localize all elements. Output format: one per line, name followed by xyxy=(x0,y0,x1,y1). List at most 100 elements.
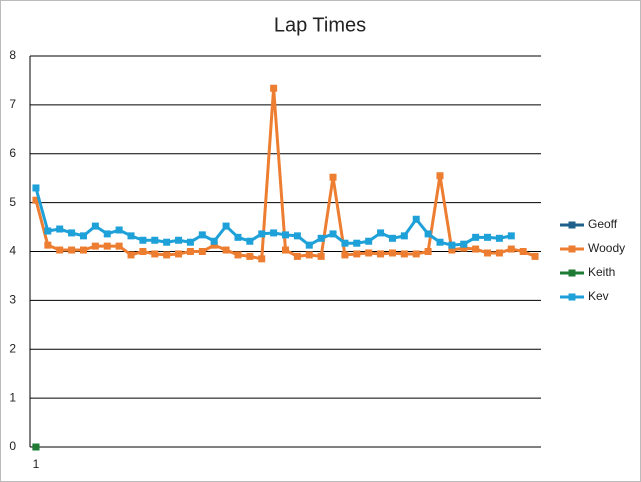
x-tick-label: 1 xyxy=(33,457,40,471)
y-tick-label: 5 xyxy=(9,195,16,209)
data-point xyxy=(91,222,99,230)
y-tick-label: 7 xyxy=(9,97,16,111)
data-point xyxy=(44,241,52,249)
data-point xyxy=(234,233,242,241)
data-point xyxy=(282,231,289,239)
data-point xyxy=(246,237,254,245)
data-point xyxy=(222,246,230,254)
data-point xyxy=(317,252,325,260)
data-point xyxy=(448,241,456,249)
data-point xyxy=(460,240,468,248)
data-point xyxy=(246,252,254,260)
data-point xyxy=(448,246,456,254)
data-point xyxy=(175,250,183,258)
data-point xyxy=(151,250,159,258)
legend-label: Geoff xyxy=(588,217,618,231)
data-point xyxy=(198,231,206,239)
data-point xyxy=(103,230,111,238)
data-point xyxy=(32,443,40,451)
data-point xyxy=(507,245,515,253)
legend-marker xyxy=(568,293,576,301)
data-point xyxy=(329,230,337,238)
chart-title: Lap Times xyxy=(274,14,366,36)
data-point xyxy=(341,251,349,259)
data-point xyxy=(388,249,396,257)
data-point xyxy=(353,239,361,247)
data-point xyxy=(472,233,480,241)
data-point xyxy=(139,248,147,255)
data-point xyxy=(400,250,408,258)
data-point xyxy=(305,251,313,259)
data-point xyxy=(163,238,171,246)
data-point xyxy=(234,251,242,259)
data-point xyxy=(32,196,40,204)
data-point xyxy=(436,172,444,180)
data-point xyxy=(484,233,492,241)
data-point xyxy=(400,232,408,240)
data-point xyxy=(460,244,468,252)
data-point xyxy=(305,241,313,249)
data-point xyxy=(68,246,76,254)
legend-label: Woody xyxy=(588,241,625,255)
data-point xyxy=(388,234,396,242)
y-tick-label: 6 xyxy=(9,146,16,160)
legend-label: Keith xyxy=(588,265,615,279)
y-tick-label: 1 xyxy=(9,390,16,404)
data-point xyxy=(507,232,515,240)
data-point xyxy=(484,249,492,257)
y-tick-label: 2 xyxy=(9,341,16,355)
data-point xyxy=(258,230,266,238)
data-point xyxy=(198,248,206,255)
data-point xyxy=(495,249,503,257)
data-point xyxy=(115,226,123,234)
data-point xyxy=(282,246,289,254)
data-point xyxy=(79,246,87,254)
data-point xyxy=(412,250,420,258)
data-point xyxy=(412,215,420,223)
data-point xyxy=(531,252,539,260)
y-tick-label: 3 xyxy=(9,293,16,307)
data-point xyxy=(186,248,194,255)
data-point xyxy=(424,248,432,255)
data-point xyxy=(91,242,99,250)
data-point xyxy=(56,225,64,233)
data-point xyxy=(436,238,444,246)
legend-marker xyxy=(568,245,576,253)
data-point xyxy=(127,251,135,259)
legend-marker xyxy=(568,269,576,277)
data-point xyxy=(139,236,147,244)
data-point xyxy=(258,255,266,263)
data-point xyxy=(44,227,52,235)
data-point xyxy=(175,236,183,244)
data-point xyxy=(56,246,64,254)
data-point xyxy=(341,239,349,247)
data-point xyxy=(377,229,385,237)
y-tick-label: 8 xyxy=(9,48,16,62)
legend-marker xyxy=(568,221,576,229)
data-point xyxy=(317,234,325,242)
data-point xyxy=(151,236,159,244)
data-point xyxy=(103,242,111,250)
data-point xyxy=(472,245,480,253)
legend-label: Kev xyxy=(588,289,609,303)
data-point xyxy=(210,237,218,245)
data-point xyxy=(32,184,40,192)
data-point xyxy=(163,251,171,259)
data-point xyxy=(365,249,373,257)
data-point xyxy=(127,232,135,240)
data-point xyxy=(270,229,278,237)
data-point xyxy=(353,250,361,258)
y-tick-label: 4 xyxy=(9,244,16,258)
y-tick-label: 0 xyxy=(9,439,16,453)
data-point xyxy=(519,248,527,255)
data-point xyxy=(68,229,76,237)
data-point xyxy=(115,242,123,250)
data-point xyxy=(377,250,385,258)
data-point xyxy=(293,232,301,240)
data-point xyxy=(186,238,194,246)
data-point xyxy=(424,230,432,238)
data-point xyxy=(495,234,503,242)
data-point xyxy=(329,173,337,181)
data-point xyxy=(79,232,87,240)
